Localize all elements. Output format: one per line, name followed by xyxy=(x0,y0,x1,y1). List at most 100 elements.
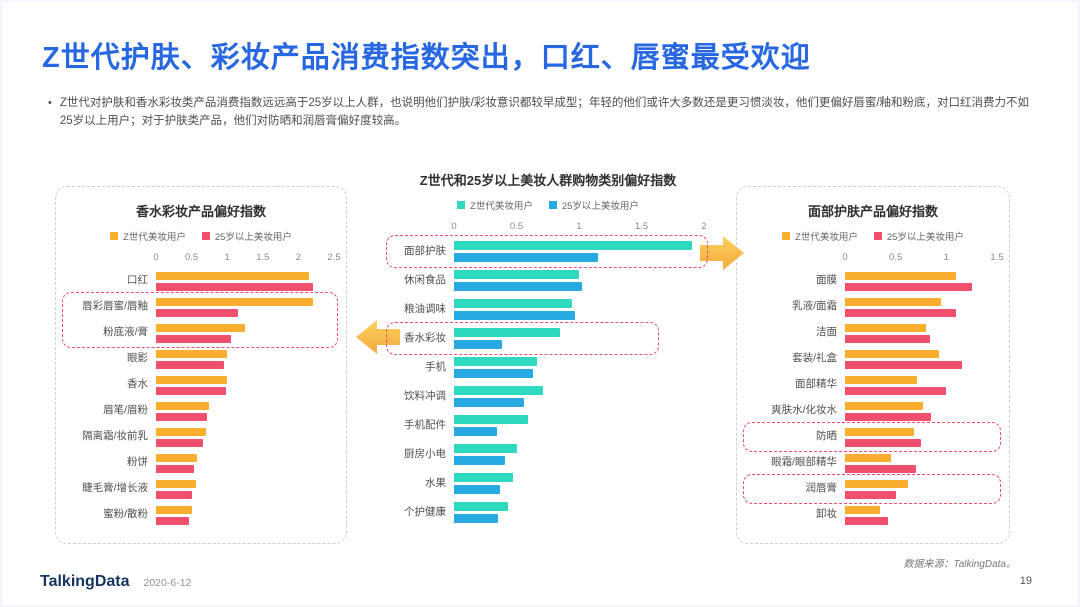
chart-row: 睫毛膏/增长液 xyxy=(68,476,334,502)
axis-tick: 0 xyxy=(153,252,159,263)
bar xyxy=(156,282,313,291)
axis-tick: 0.5 xyxy=(509,221,524,232)
x-axis: 0 0.5 1 1.5 xyxy=(842,252,1003,265)
bar-group xyxy=(454,386,704,407)
bar xyxy=(454,427,497,436)
category-label: 粮油调味 xyxy=(404,302,446,315)
bar-group xyxy=(156,349,334,369)
bar xyxy=(156,386,226,395)
bar xyxy=(156,427,206,436)
category-label: 套装/礼盒 xyxy=(792,352,837,365)
bar xyxy=(454,270,579,279)
bar xyxy=(454,357,537,366)
axis-tick: 0.5 xyxy=(184,252,199,263)
chart-row: 眼影 xyxy=(68,346,334,372)
bar-group xyxy=(845,375,997,395)
chart-row: 休闲食品 xyxy=(392,266,704,295)
bar xyxy=(156,505,192,514)
summary-bullet: • Z世代对护肤和香水彩妆类产品消费指数远远高于25岁以上人群，也说明他们护肤/… xyxy=(48,94,1040,130)
bar xyxy=(845,490,896,499)
bar xyxy=(845,401,924,410)
chart-row: 面部精华 xyxy=(749,372,997,398)
bar xyxy=(156,516,189,525)
bar xyxy=(454,456,506,465)
bar xyxy=(156,438,203,447)
axis-tick: 1.5 xyxy=(256,252,270,263)
chart-row: 唇彩唇蜜/唇釉 xyxy=(68,294,334,320)
bar xyxy=(454,514,498,523)
chart-row: 口红 xyxy=(68,268,334,294)
bar-group xyxy=(845,427,997,447)
bar xyxy=(156,490,192,499)
category-label: 眉笔/眉粉 xyxy=(103,404,148,417)
chart-legend: Z世代美妆用户 25岁以上美妆用户 xyxy=(749,229,997,243)
bar-group xyxy=(156,271,334,291)
bar xyxy=(845,427,914,436)
page-number: 19 xyxy=(1019,575,1032,587)
chart-row: 眼霜/眼部精华 xyxy=(749,450,997,476)
bar-group xyxy=(454,415,704,436)
bar xyxy=(454,415,528,424)
chart-row: 面部护肤 xyxy=(392,237,704,266)
bar xyxy=(845,308,957,317)
chart-row: 润唇膏 xyxy=(749,476,997,502)
chart-row: 香水 xyxy=(68,372,334,398)
bar-group xyxy=(156,479,334,499)
category-label: 面部精华 xyxy=(795,378,837,391)
legend-label: 25岁以上美妆用户 xyxy=(886,232,964,243)
bar-group xyxy=(845,271,997,291)
bar-group xyxy=(454,299,704,320)
bar xyxy=(156,453,197,462)
arrow-right-icon xyxy=(700,236,744,270)
data-source-note: 数据来源：TalkingData。 xyxy=(903,559,1016,570)
bar-group xyxy=(845,479,997,499)
chart-row: 爽肤水/化妆水 xyxy=(749,398,997,424)
category-label: 香水 xyxy=(127,378,148,391)
axis-tick: 0.5 xyxy=(889,252,903,263)
chart-row: 眉笔/眉粉 xyxy=(68,398,334,424)
category-label: 粉饼 xyxy=(127,456,148,469)
category-label: 蜜粉/散粉 xyxy=(103,508,148,521)
footer-date: 2020-6-12 xyxy=(143,577,192,589)
legend-item: 25岁以上美妆用户 xyxy=(548,198,639,212)
chart-facial-skincare-preference: 面部护肤产品偏好指数 Z世代美妆用户 25岁以上美妆用户 0 0.5 1 1.5 面膜乳… xyxy=(736,186,1010,544)
legend-item: Z世代美妆用户 xyxy=(110,229,186,243)
chart-row: 粉饼 xyxy=(68,450,334,476)
bar xyxy=(454,299,572,308)
category-label: 厨房小电 xyxy=(404,447,446,460)
axis-tick: 2.5 xyxy=(327,252,341,263)
bar-group xyxy=(156,323,334,343)
chart-row: 套装/礼盒 xyxy=(749,346,997,372)
category-label: 面膜 xyxy=(816,274,837,287)
axis-spacer xyxy=(749,252,845,265)
bar xyxy=(156,297,313,306)
talkingdata-logo: TalkingData xyxy=(40,573,130,590)
chart-row: 隔离霜/妆前乳 xyxy=(68,424,334,450)
chart-row: 洁面 xyxy=(749,320,997,346)
bar xyxy=(845,271,957,280)
bar xyxy=(156,479,196,488)
axis-spacer xyxy=(392,221,454,234)
category-label: 睫毛膏/增长液 xyxy=(82,482,148,495)
bar-group xyxy=(156,375,334,395)
legend-label: 25岁以上美妆用户 xyxy=(561,201,639,212)
bar xyxy=(845,464,916,473)
bar xyxy=(845,386,947,395)
axis-tick: 2 xyxy=(295,252,302,263)
x-axis-row: 0 0.5 1 1.5 xyxy=(749,252,1003,265)
bar xyxy=(845,282,972,291)
category-label: 润唇膏 xyxy=(805,482,838,495)
bar-group xyxy=(454,357,704,378)
bar-group xyxy=(845,297,997,317)
bar xyxy=(845,375,917,384)
chart-legend: Z世代美妆用户 25岁以上美妆用户 xyxy=(68,229,334,243)
category-label: 手机配件 xyxy=(404,418,446,431)
bar xyxy=(156,401,210,410)
legend-swatch xyxy=(548,201,557,209)
chart-row: 厨房小电 xyxy=(392,440,704,469)
bar xyxy=(845,297,942,306)
chart-row: 个护健康 xyxy=(392,498,704,527)
category-label: 唇彩唇蜜/唇釉 xyxy=(82,300,148,313)
x-axis: 0 0.5 1 1.5 2 2.5 xyxy=(153,252,340,265)
